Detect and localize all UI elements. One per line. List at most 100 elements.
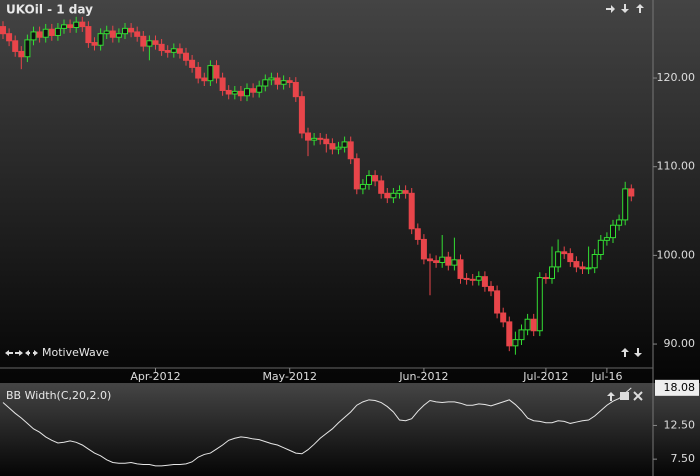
y-tick-label: 120.00 bbox=[657, 71, 696, 84]
candle-body bbox=[164, 50, 171, 53]
candle-body bbox=[347, 141, 354, 160]
candle-body bbox=[274, 77, 281, 85]
candle-body bbox=[622, 188, 629, 221]
y-tick-label: 90.00 bbox=[664, 337, 696, 350]
candle-body bbox=[433, 260, 440, 263]
y-tick-label: 12.50 bbox=[664, 418, 696, 431]
candle-body bbox=[97, 33, 104, 46]
y-tick-label: 100.00 bbox=[657, 248, 696, 261]
candle-body bbox=[585, 267, 592, 270]
arrow-down[interactable] bbox=[634, 348, 642, 357]
arrow-up[interactable] bbox=[621, 348, 629, 357]
candle-body bbox=[323, 138, 330, 145]
x-tick-label: Jul-2012 bbox=[522, 370, 568, 383]
candle-body bbox=[390, 192, 397, 199]
candle-body bbox=[555, 251, 562, 268]
candle-body bbox=[140, 35, 147, 47]
candle-body bbox=[610, 224, 616, 239]
candle-body bbox=[176, 48, 183, 54]
candle-body bbox=[469, 278, 476, 281]
y-tick-label: 7.50 bbox=[671, 452, 696, 465]
candle-body bbox=[494, 290, 501, 314]
candle-body bbox=[616, 219, 623, 226]
x-tick-label: Apr-2012 bbox=[130, 370, 180, 383]
candle-body bbox=[536, 277, 543, 332]
candle-body bbox=[134, 31, 141, 37]
candle-body bbox=[341, 141, 348, 148]
candle-body bbox=[530, 318, 537, 332]
candle-body bbox=[463, 277, 470, 280]
candle-body bbox=[573, 261, 580, 268]
candle-body bbox=[475, 276, 482, 281]
candle-body bbox=[109, 30, 116, 38]
candle-body bbox=[445, 256, 452, 266]
candle-body bbox=[256, 85, 263, 93]
close-icon[interactable] bbox=[633, 391, 643, 401]
arrow-down[interactable] bbox=[621, 4, 629, 13]
candle-body bbox=[128, 27, 135, 33]
candle-body bbox=[24, 39, 31, 58]
nav-icons[interactable] bbox=[5, 4, 644, 401]
candle-body bbox=[213, 65, 220, 79]
candle-body bbox=[439, 256, 446, 263]
candle-body bbox=[335, 146, 342, 150]
candle-body bbox=[597, 239, 604, 255]
candle-body bbox=[420, 238, 427, 260]
plot-area: 90.00 100.00 110.00 120.00 Apr-2012 May-2012 J… bbox=[0, 16, 699, 467]
candle-body bbox=[542, 277, 549, 280]
candle-body bbox=[603, 237, 610, 241]
candle-body bbox=[512, 339, 519, 347]
candle-body bbox=[628, 188, 635, 197]
candle-body bbox=[183, 52, 189, 61]
candle-body bbox=[122, 27, 128, 35]
candle-body bbox=[91, 42, 98, 46]
candle-body bbox=[170, 48, 177, 53]
candle-body bbox=[219, 77, 226, 91]
candle-body bbox=[280, 80, 287, 85]
candle-body bbox=[18, 50, 25, 58]
candle-body bbox=[73, 21, 80, 28]
candle-body bbox=[30, 31, 37, 41]
candle-body bbox=[244, 88, 250, 97]
candle-body bbox=[305, 132, 311, 141]
current-value-label: 18.08 bbox=[664, 381, 696, 394]
candle-body bbox=[0, 26, 6, 35]
bb-width-line bbox=[2, 387, 632, 467]
candle-body bbox=[414, 228, 421, 240]
candle-body bbox=[225, 89, 232, 95]
candle-body bbox=[567, 253, 574, 263]
candle-body bbox=[408, 192, 415, 230]
candle-body bbox=[237, 90, 244, 97]
x-tick-label: Jul-16 bbox=[590, 370, 622, 383]
candle-body bbox=[378, 180, 385, 194]
candle-body bbox=[372, 175, 379, 182]
brand: MotiveWave bbox=[42, 346, 109, 359]
candle-body bbox=[6, 33, 13, 42]
settings-icon[interactable] bbox=[620, 392, 629, 400]
arrow-up[interactable] bbox=[636, 4, 644, 13]
candle-body bbox=[500, 312, 507, 323]
scroll-icon[interactable] bbox=[25, 350, 38, 356]
candle-body bbox=[451, 259, 458, 266]
candle-body bbox=[67, 24, 74, 28]
indicator-title: BB Width(C,20,2.0) bbox=[6, 389, 111, 402]
zoom-icon[interactable] bbox=[5, 350, 23, 356]
candle-body bbox=[103, 30, 110, 35]
arrow-right[interactable] bbox=[606, 5, 615, 13]
candle-body bbox=[61, 24, 67, 29]
candle-body bbox=[427, 258, 433, 262]
y-tick-label: 110.00 bbox=[657, 160, 696, 173]
candle-body bbox=[152, 40, 159, 45]
candle-body bbox=[549, 266, 555, 279]
candle-body bbox=[262, 79, 269, 87]
candle-body bbox=[189, 59, 196, 68]
candle-body bbox=[201, 77, 208, 82]
candle-body bbox=[311, 137, 318, 141]
indicator-pane bbox=[0, 385, 700, 476]
candle-body bbox=[366, 175, 372, 185]
price-pane bbox=[0, 0, 700, 383]
arrow-up[interactable] bbox=[607, 392, 615, 401]
candle-body bbox=[115, 33, 122, 38]
candle-body bbox=[591, 253, 598, 269]
